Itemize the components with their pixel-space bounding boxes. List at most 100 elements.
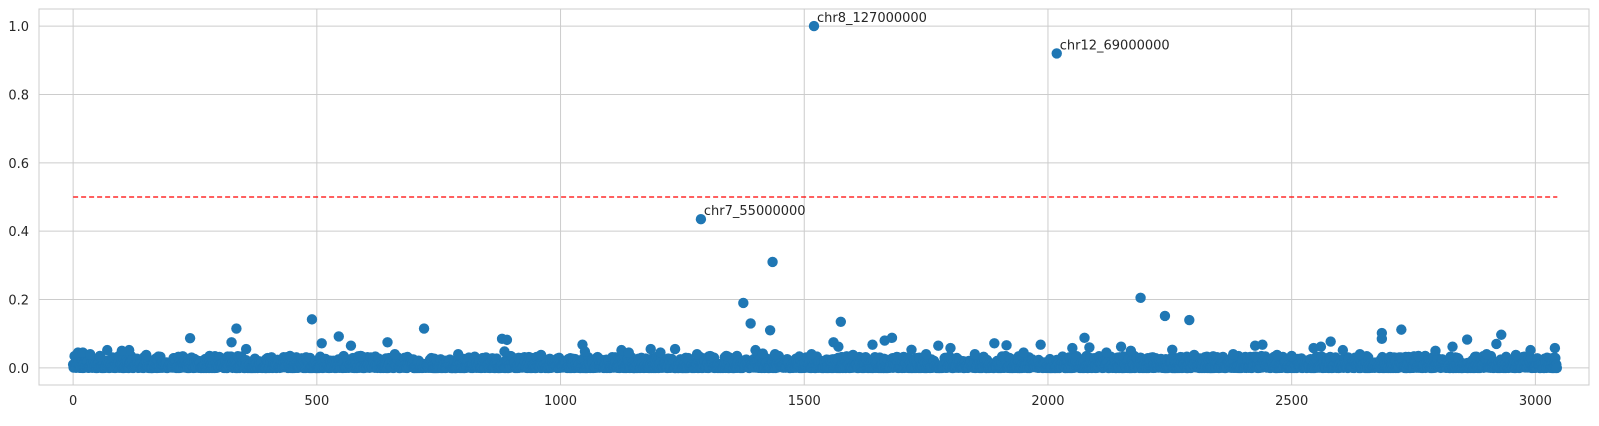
y-tick-label: 0.6 (8, 157, 29, 172)
data-point (306, 314, 318, 325)
data-point (833, 341, 844, 352)
annotation-label: chr8_127000000 (817, 11, 927, 26)
data-point (535, 349, 547, 361)
x-tick-label: 0 (69, 394, 77, 409)
data-point (1184, 314, 1195, 326)
data-point (1257, 339, 1268, 350)
data-point (1271, 349, 1283, 361)
data-point (1227, 349, 1239, 360)
data-point (721, 350, 732, 362)
data-point (969, 349, 981, 360)
data-point (1413, 350, 1424, 362)
data-point (345, 340, 357, 351)
data-point (764, 325, 776, 336)
data-point (1101, 347, 1112, 358)
annotation-label: chr7_55000000 (704, 204, 806, 219)
y-tick-label: 0.4 (8, 225, 29, 240)
y-tick-label: 1.0 (8, 20, 29, 35)
data-point (226, 337, 237, 348)
annotated-point (695, 214, 707, 225)
data-point (1496, 329, 1507, 340)
data-point (1430, 345, 1441, 357)
y-tick-label: 0.0 (8, 362, 29, 377)
data-point (691, 349, 703, 360)
data-point (1001, 340, 1012, 351)
data-point (767, 256, 778, 268)
data-point (645, 343, 656, 355)
data-point (1125, 345, 1137, 357)
annotation-label: chr12_69000000 (1060, 38, 1170, 53)
data-point (1325, 336, 1336, 347)
data-point (1018, 347, 1029, 358)
data-point (806, 349, 817, 360)
data-point (757, 348, 769, 359)
annotated-point (808, 20, 820, 32)
y-axis: 0.0 0.2 0.4 0.6 0.8 1.0 (8, 20, 29, 377)
data-point (847, 349, 859, 361)
data-point (355, 350, 366, 362)
data-point (499, 346, 510, 357)
data-point (738, 297, 749, 309)
data-point (1188, 349, 1200, 361)
data-point (867, 339, 878, 350)
data-point (1491, 338, 1502, 350)
data-point (184, 332, 196, 344)
data-point (1354, 349, 1366, 360)
data-point (945, 342, 956, 354)
data-point (418, 323, 430, 334)
data-point (835, 316, 847, 327)
data-point (389, 349, 401, 360)
x-tick-label: 500 (304, 394, 329, 409)
data-point (1481, 349, 1492, 360)
data-point (284, 350, 296, 362)
data-point (933, 340, 944, 351)
data-point (879, 335, 890, 346)
data-point (452, 349, 464, 360)
data-points (67, 20, 1563, 374)
data-point (579, 346, 591, 357)
data-point (501, 334, 513, 346)
y-tick-label: 0.2 (8, 294, 29, 309)
data-point (1447, 341, 1458, 352)
data-point (141, 349, 152, 361)
data-point (1308, 342, 1319, 354)
data-point (316, 338, 327, 349)
data-point (1461, 334, 1473, 345)
data-point (1286, 350, 1297, 362)
x-tick-label: 1000 (544, 394, 577, 409)
x-tick-label: 1500 (788, 394, 821, 409)
x-tick-label: 3000 (1519, 394, 1552, 409)
data-point (1376, 333, 1388, 345)
data-point (94, 350, 106, 362)
data-point (1510, 349, 1522, 361)
data-point (745, 318, 756, 329)
data-point (1167, 344, 1178, 355)
data-point (906, 344, 917, 355)
data-point (655, 347, 666, 358)
x-axis: 0 500 1000 1500 2000 2500 3000 (69, 394, 1552, 409)
y-tick-label: 0.8 (8, 88, 29, 103)
data-point (231, 323, 242, 334)
data-point (1337, 344, 1349, 356)
data-point (1079, 332, 1090, 344)
x-tick-label: 2500 (1275, 394, 1308, 409)
data-point (769, 349, 781, 360)
data-point (1159, 310, 1171, 322)
data-point (920, 349, 932, 360)
data-point (1396, 324, 1407, 335)
data-point (204, 350, 215, 362)
annotated-point (1051, 48, 1062, 59)
data-point (1084, 342, 1095, 353)
data-point (116, 345, 128, 357)
data-point (1115, 341, 1127, 352)
data-point (1549, 342, 1561, 354)
data-point (240, 343, 252, 355)
data-point (1525, 344, 1536, 356)
data-point (84, 349, 96, 360)
x-tick-label: 2000 (1031, 394, 1064, 409)
data-point (333, 331, 344, 342)
data-point (623, 347, 634, 358)
data-point (1067, 342, 1078, 354)
grid-lines (39, 9, 1589, 385)
